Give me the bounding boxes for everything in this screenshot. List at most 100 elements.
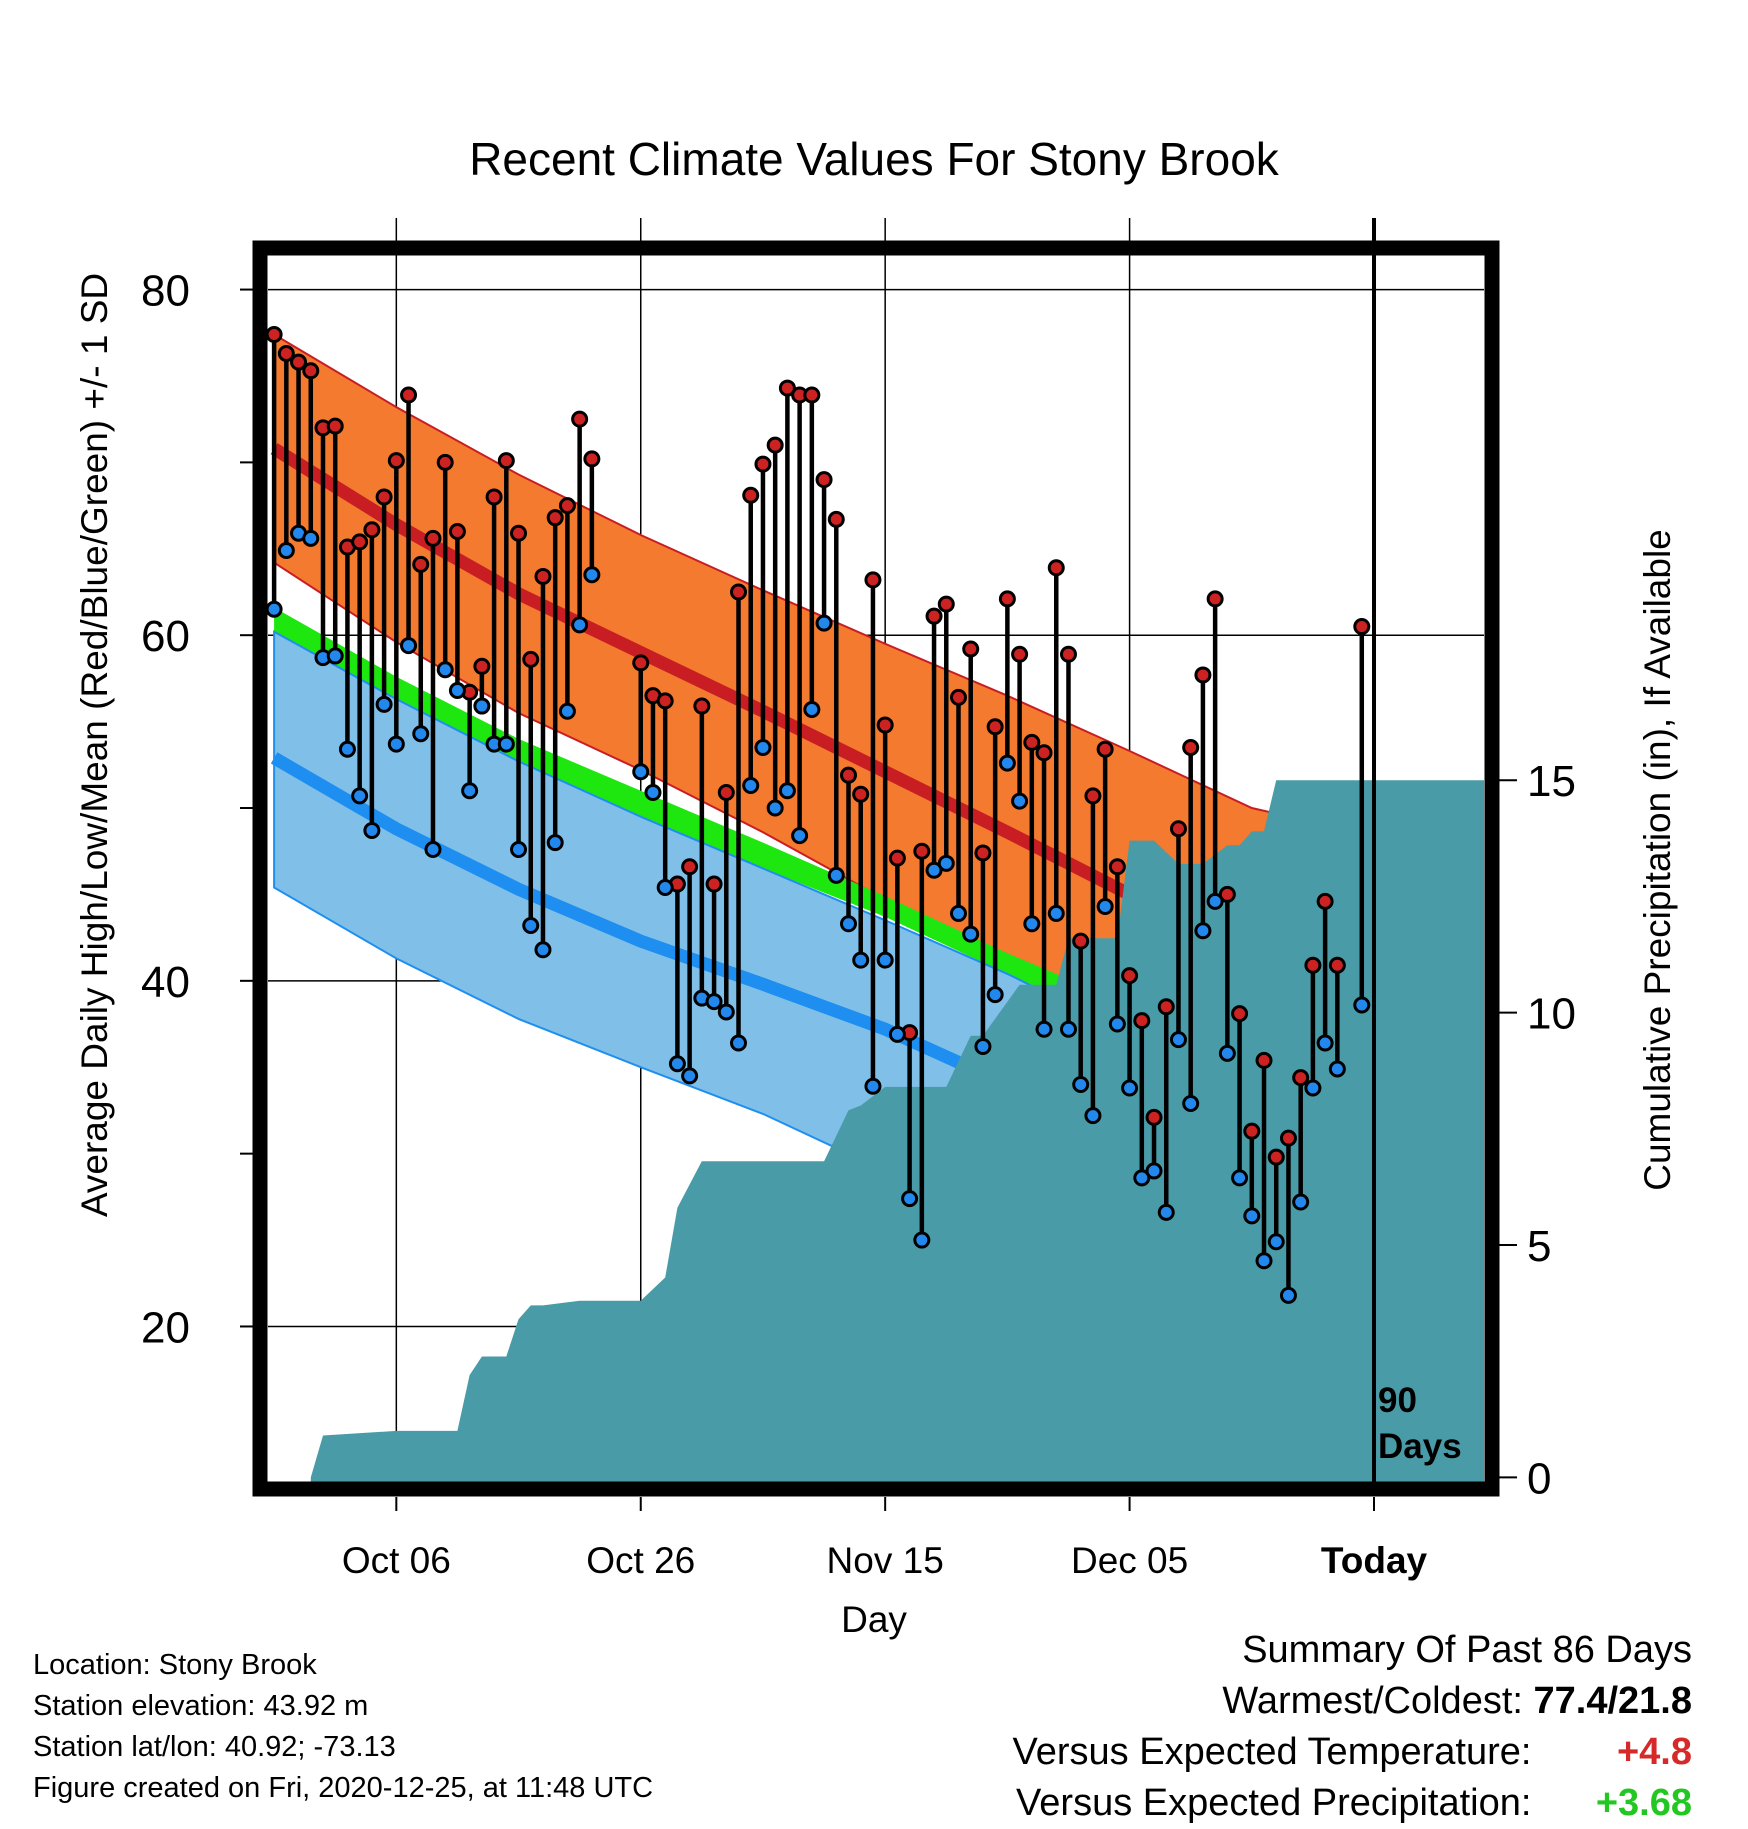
daily-high-point <box>1218 885 1236 903</box>
precip-anomaly-value: +3.68 <box>1595 1782 1692 1824</box>
daily-high-point <box>913 842 931 860</box>
daily-high-point <box>949 688 967 706</box>
daily-low-point <box>1353 996 1371 1014</box>
daily-low-point <box>1231 1169 1249 1187</box>
daily-high-point <box>1316 892 1334 910</box>
daily-low-point <box>497 735 515 753</box>
daily-high-point <box>400 386 418 404</box>
daily-high-point <box>375 488 393 506</box>
summary-precip: Versus Expected Precipitation: +3.68 <box>1013 1778 1692 1829</box>
daily-high-point <box>1328 956 1346 974</box>
daily-low-point <box>473 697 491 715</box>
daily-low-point <box>766 799 784 817</box>
daily-low-point <box>1182 1095 1200 1113</box>
daily-high-point <box>937 595 955 613</box>
daily-high-point <box>1206 590 1224 608</box>
daily-low-point <box>1047 904 1065 922</box>
daily-low-point <box>840 915 858 933</box>
daily-low-point <box>1255 1252 1273 1270</box>
axes: 20 40 60 80 0 5 10 15 Oct 06 Oct 26 Nov 15 Dec 05 To… <box>141 218 1576 1581</box>
daily-low-point <box>668 1055 686 1073</box>
daily-low-point <box>387 735 405 753</box>
y2-tick-label: 0 <box>1527 1454 1551 1503</box>
daily-low-point <box>436 661 454 679</box>
summary-temp: Versus Expected Temperature: +4.8 <box>1013 1727 1692 1778</box>
daily-high-point <box>1182 739 1200 757</box>
y-axis-title: Average Daily High/Low/Mean (Red/Blue/Gr… <box>74 273 115 1217</box>
summary-heading: Summary Of Past 86 Days <box>1242 1629 1692 1671</box>
daily-high-point <box>1267 1148 1285 1166</box>
daily-low-point <box>803 701 821 719</box>
daily-low-point <box>913 1231 931 1249</box>
daily-low-point <box>375 695 393 713</box>
daily-low-point <box>1072 1076 1090 1094</box>
daily-low-point <box>351 787 369 805</box>
daily-high-point <box>510 524 528 542</box>
daily-high-point <box>363 521 381 539</box>
chart-title: Recent Climate Values For Stony Brook <box>469 133 1280 185</box>
daily-low-point <box>1206 892 1224 910</box>
daily-high-point <box>656 692 674 710</box>
daily-low-point <box>742 777 760 795</box>
daily-high-point <box>778 379 796 397</box>
daily-high-point <box>1304 956 1322 974</box>
daily-low-point <box>852 951 870 969</box>
daily-low-point <box>730 1034 748 1052</box>
daily-low-point <box>1304 1079 1322 1097</box>
daily-low-point <box>925 861 943 879</box>
daily-low-point <box>1243 1207 1261 1225</box>
daily-high-point <box>522 650 540 668</box>
daily-high-point <box>1169 820 1187 838</box>
station-latlon: Station lat/lon: 40.92; -73.13 <box>33 1731 396 1763</box>
daily-high-point <box>1157 998 1175 1016</box>
daily-low-point <box>754 739 772 757</box>
daily-low-point <box>338 740 356 758</box>
daily-low-point <box>962 925 980 943</box>
daily-high-point <box>1011 645 1029 663</box>
daily-low-point <box>998 754 1016 772</box>
daily-low-point <box>864 1077 882 1095</box>
daily-high-point <box>717 783 735 801</box>
x-tick-label: Oct 06 <box>342 1540 451 1581</box>
summary-extremes: Warmest/Coldest: 77.4/21.8 <box>1013 1676 1692 1727</box>
daily-high-point <box>534 567 552 585</box>
daily-low-point <box>1096 898 1114 916</box>
daily-high-point <box>412 555 430 573</box>
daily-low-point <box>705 993 723 1011</box>
daily-low-point <box>815 614 833 632</box>
extremes-value: 77.4/21.8 <box>1533 1680 1692 1722</box>
y2-tick-label: 15 <box>1527 757 1576 806</box>
daily-high-point <box>546 509 564 527</box>
daily-low-point <box>522 917 540 935</box>
daily-low-point <box>791 827 809 845</box>
y-tick-label: 80 <box>141 267 190 316</box>
daily-high-point <box>387 452 405 470</box>
daily-low-point <box>534 941 552 959</box>
daily-high-point <box>1145 1108 1163 1126</box>
daily-high-point <box>998 590 1016 608</box>
daily-high-point <box>1279 1129 1297 1147</box>
daily-low-point <box>461 782 479 800</box>
daily-low-point <box>986 986 1004 1004</box>
daily-low-point <box>1194 922 1212 940</box>
daily-high-point <box>852 785 870 803</box>
y2-tick-label: 10 <box>1527 990 1576 1039</box>
daily-low-point <box>424 840 442 858</box>
daily-low-point <box>778 782 796 800</box>
daily-high-point <box>1121 967 1139 985</box>
daily-low-point <box>656 879 674 897</box>
today-days-number: 90 <box>1378 1381 1417 1420</box>
daily-low-point <box>1218 1044 1236 1062</box>
daily-high-point <box>864 571 882 589</box>
daily-low-point <box>937 854 955 872</box>
daily-low-point <box>558 702 576 720</box>
daily-low-point <box>901 1190 919 1208</box>
daily-high-point <box>693 697 711 715</box>
y-tick-label: 60 <box>141 612 190 661</box>
daily-high-point <box>1059 645 1077 663</box>
daily-low-point <box>949 904 967 922</box>
y-tick-label: 20 <box>141 1303 190 1352</box>
daily-low-point <box>326 647 344 665</box>
daily-high-point <box>302 362 320 380</box>
daily-high-point <box>1243 1122 1261 1140</box>
